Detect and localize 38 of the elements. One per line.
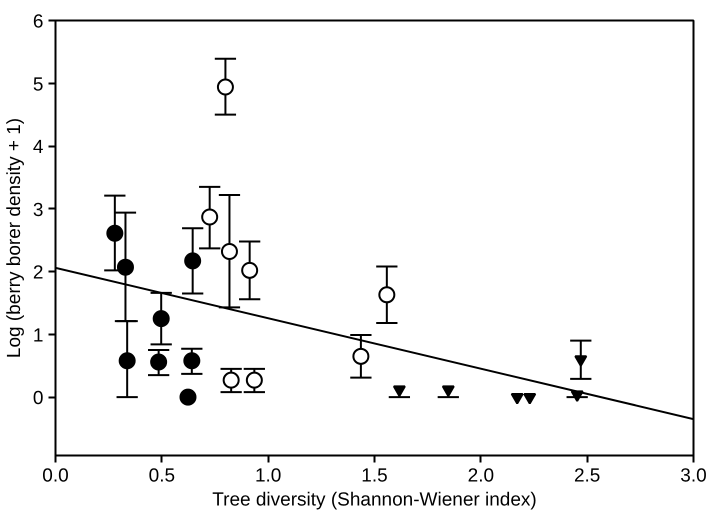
x-tick-label: 0.0: [42, 466, 69, 486]
y-tick-label: 1: [32, 325, 44, 346]
point: [118, 352, 136, 370]
point: [220, 243, 238, 260]
y-tick-label: 6: [32, 12, 44, 32]
x-axis-title: Tree diversity (Shannon-Wiener index): [212, 490, 537, 510]
point: [523, 392, 536, 404]
x-tick-label: 0.5: [148, 466, 176, 486]
x-tick-label: 1.0: [254, 466, 282, 486]
point: [241, 262, 258, 279]
point: [179, 388, 196, 406]
point: [184, 252, 202, 270]
y-axis-title: Log (berry borer density + 1): [4, 118, 25, 358]
x-tick-label: 2.0: [468, 466, 494, 486]
point: [152, 310, 170, 328]
x-tick-label: 2.5: [574, 466, 600, 486]
point: [183, 352, 200, 370]
y-tick-label: 2: [32, 262, 44, 284]
point: [510, 392, 524, 404]
point: [392, 385, 406, 397]
point: [378, 286, 396, 304]
x-tick-label: 3.0: [680, 466, 707, 486]
x-tick-label: 1.5: [361, 466, 388, 486]
point: [150, 353, 168, 370]
point: [570, 390, 584, 402]
point: [216, 78, 234, 96]
y-tick-label: 5: [32, 74, 44, 96]
y-tick-label: 0: [32, 388, 44, 410]
point: [201, 208, 218, 226]
point: [106, 224, 124, 242]
point: [116, 258, 134, 276]
point: [246, 372, 263, 389]
point: [442, 385, 455, 397]
y-tick-label: 4: [32, 137, 44, 158]
point: [222, 372, 240, 389]
point: [574, 355, 588, 367]
point: [352, 348, 370, 365]
y-tick-label: 3: [32, 200, 44, 221]
